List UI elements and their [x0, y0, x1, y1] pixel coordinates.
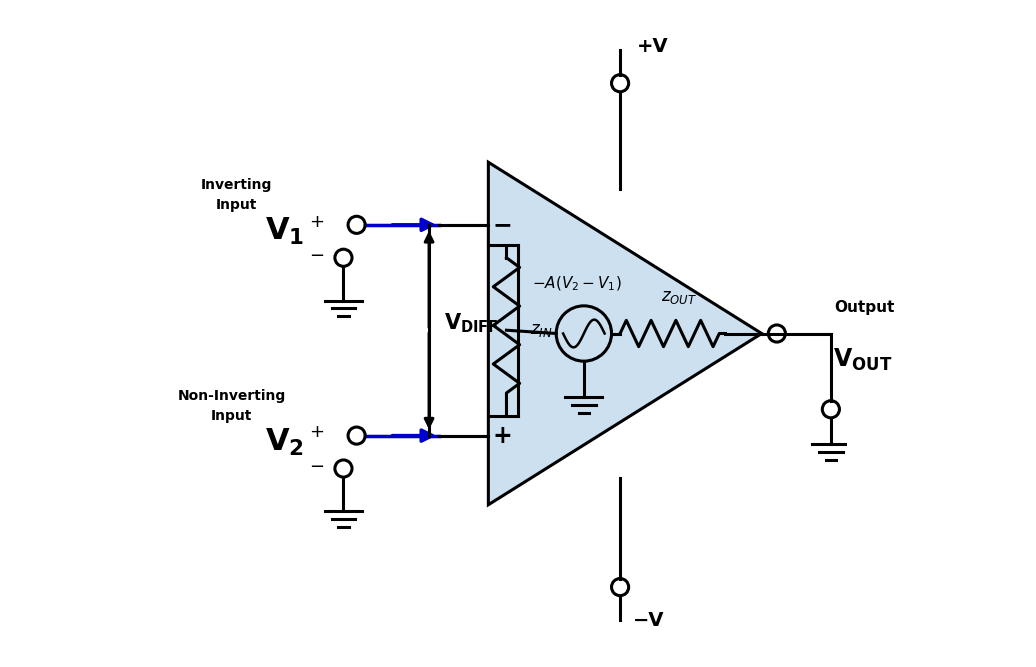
Text: $-A(V_2 - V_1)$: $-A(V_2 - V_1)$ — [533, 275, 623, 293]
Text: $\mathbf{V_1}$: $\mathbf{V_1}$ — [264, 216, 304, 247]
Text: $z_{IN}$: $z_{IN}$ — [529, 321, 552, 340]
Text: +: + — [310, 213, 324, 231]
Polygon shape — [488, 162, 761, 505]
Text: Inverting
Input: Inverting Input — [200, 179, 271, 212]
Text: +: + — [493, 424, 513, 448]
Text: $\mathbf{V_{DIFF}}$: $\mathbf{V_{DIFF}}$ — [443, 311, 498, 336]
Text: $\mathbf{V_{OUT}}$: $\mathbf{V_{OUT}}$ — [833, 347, 892, 373]
Text: −V: −V — [633, 610, 665, 630]
Text: $\mathbf{V_2}$: $\mathbf{V_2}$ — [264, 427, 304, 458]
Text: −: − — [310, 458, 324, 476]
Text: −: − — [310, 247, 324, 265]
Text: Output: Output — [834, 299, 894, 315]
Text: $z_{OUT}$: $z_{OUT}$ — [661, 288, 697, 306]
Text: −: − — [493, 213, 513, 237]
Text: +: + — [310, 424, 324, 442]
Text: +V: +V — [636, 37, 668, 57]
Text: Non-Inverting
Input: Non-Inverting Input — [177, 390, 286, 423]
